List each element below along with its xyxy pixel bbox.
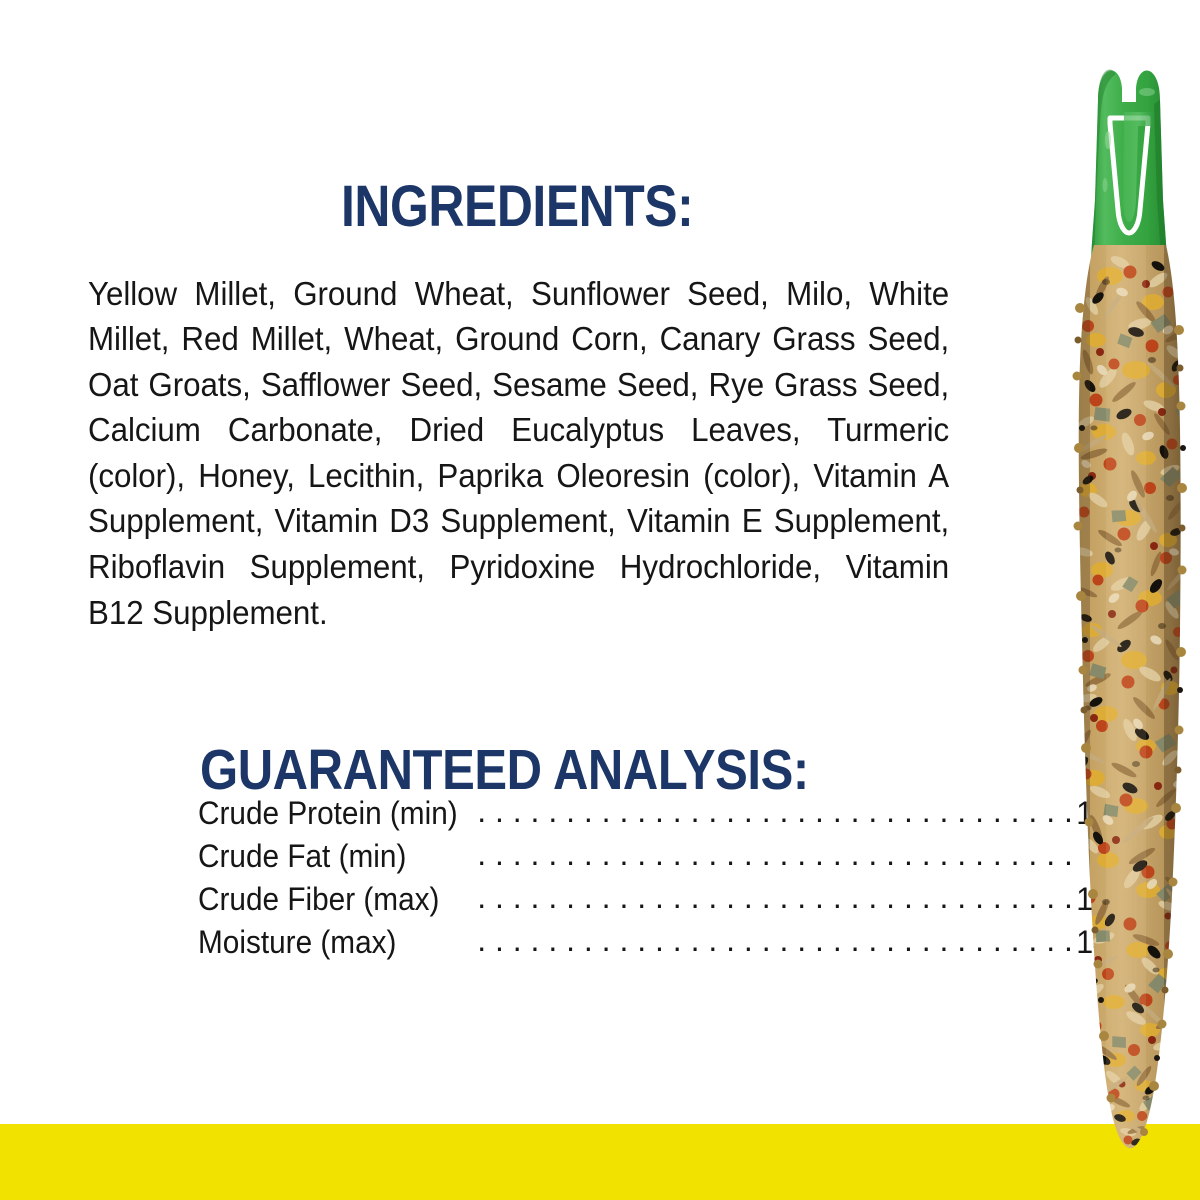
analysis-label-cell: Crude Protein (min) [198, 795, 477, 838]
seed-center-light [1106, 245, 1146, 1149]
analysis-label: Crude Fiber (max) [198, 881, 440, 917]
leader-dots-cell: . . . . . . . . . . . . . . . . . . . . … [477, 838, 1073, 881]
seed-mass [1078, 245, 1181, 1149]
table-row: Moisture (max) . . . . . . . . . . . . .… [198, 924, 1137, 967]
leader-dots-cell: . . . . . . . . . . . . . . . . . . . . … [477, 795, 1073, 838]
seed-stick-illustration [1072, 69, 1187, 1149]
clip-slot-highlight [1107, 115, 1151, 236]
ingredients-list-text: Yellow Millet, Ground Wheat, Sunflower S… [88, 275, 950, 632]
seed-edge-bumps [1072, 303, 1187, 1136]
clip-gloss-3 [1139, 88, 1155, 96]
table-row: Crude Protein (min) . . . . . . . . . . … [198, 795, 1137, 838]
leader-dots: . . . . . . . . . . . . . . . . . . . . … [477, 924, 1073, 956]
leader-dots-cell: . . . . . . . . . . . . . . . . . . . . … [477, 881, 1073, 924]
analysis-label: Crude Protein (min) [198, 795, 458, 831]
leader-dots: . . . . . . . . . . . . . . . . . . . . … [477, 838, 1073, 870]
analysis-label: Crude Fat (min) [198, 838, 407, 874]
analysis-label: Moisture (max) [198, 924, 397, 960]
clip-left-shade [1091, 69, 1116, 266]
clip-right-shade [1154, 100, 1167, 266]
seed-right-shade [1164, 245, 1181, 1149]
guaranteed-analysis-table: Crude Protein (min) . . . . . . . . . . … [198, 795, 1137, 967]
analysis-label-cell: Crude Fat (min) [198, 838, 477, 881]
table-row: Crude Fat (min) . . . . . . . . . . . . … [198, 838, 1137, 881]
leader-dots: . . . . . . . . . . . . . . . . . . . . … [477, 795, 1073, 827]
label-text-content: INGREDIENTS: Yellow Millet, Ground Wheat… [88, 173, 1137, 960]
seed-left-shade [1078, 245, 1090, 1149]
clip-gloss-2 [1102, 178, 1108, 192]
green-hanger-clip [1091, 69, 1167, 266]
ingredients-heading: INGREDIENTS: [341, 173, 694, 239]
analysis-label-cell: Crude Fiber (max) [198, 881, 477, 924]
clip-tab [1123, 112, 1154, 222]
clip-gloss-1 [1105, 131, 1111, 149]
table-row: Crude Fiber (max) . . . . . . . . . . . … [198, 881, 1137, 924]
analysis-label-cell: Moisture (max) [198, 924, 477, 967]
leader-dots-cell: . . . . . . . . . . . . . . . . . . . . … [477, 924, 1073, 967]
leader-dots: . . . . . . . . . . . . . . . . . . . . … [477, 881, 1073, 913]
guaranteed-analysis-heading: GUARANTEED ANALYSIS: [200, 738, 809, 803]
seed-stick-photo [1058, 40, 1200, 1165]
bottom-yellow-band [0, 1124, 1200, 1200]
